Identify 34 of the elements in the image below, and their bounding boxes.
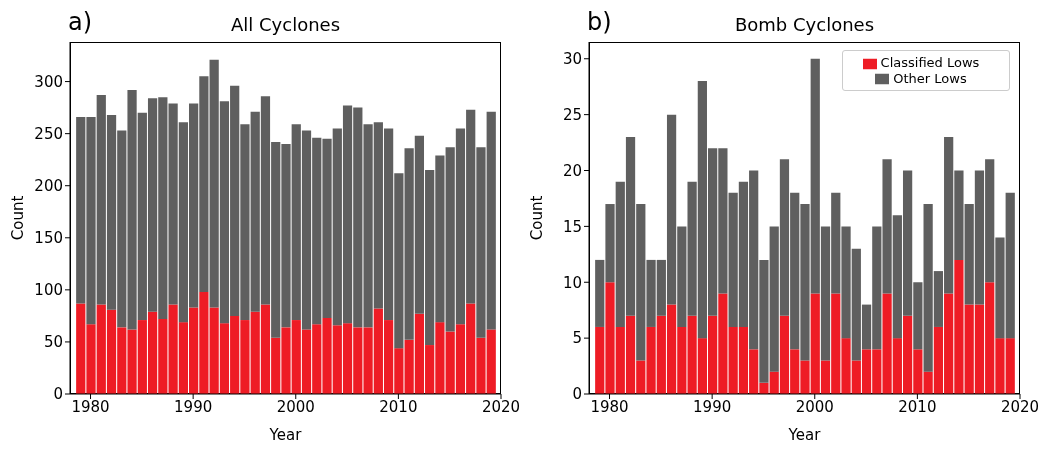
x-tick-label: 2020 [481,397,521,416]
y-tick-label: 20 [562,161,582,180]
x-tick-label: 2000 [795,397,834,416]
y-tick-label: 30 [562,50,582,69]
y-tick-label: 250 [34,124,63,143]
x-tick-label: 1990 [174,397,213,416]
x-tick-label: 2020 [1000,397,1040,416]
x-axis-title: Year [268,426,303,444]
x-tick-label: 1980 [590,397,629,416]
y-tick-label: 0 [572,385,582,404]
y-axis-title: Count [9,195,28,241]
y-tick-label: 50 [43,333,63,352]
y-tick-label: 100 [34,281,63,300]
y-tick-label: 150 [34,229,63,248]
x-tick-label: 1990 [693,397,732,416]
y-tick-label: 300 [34,72,63,91]
y-tick-label: 15 [562,217,582,236]
x-tick-label: 2010 [898,397,937,416]
y-axis-title: Count [528,195,547,241]
text: a) [68,8,93,36]
chart-title: Bomb Cyclones [734,14,875,35]
x-tick-label: 2010 [379,397,418,416]
text: b) [587,8,612,36]
x-tick-label: 1980 [71,397,110,416]
y-tick-label: 25 [562,105,582,124]
x-axis-title: Year [787,426,822,444]
x-tick-label: 2000 [276,397,315,416]
y-tick-label: 200 [34,177,63,196]
y-tick-label: 10 [562,273,582,292]
legend-label: Other Lows [893,70,967,86]
y-tick-label: 5 [572,329,582,348]
legend-label: Classified Lows [880,55,980,70]
chart-title: All Cyclones [230,14,341,35]
y-tick-label: 0 [53,385,63,404]
